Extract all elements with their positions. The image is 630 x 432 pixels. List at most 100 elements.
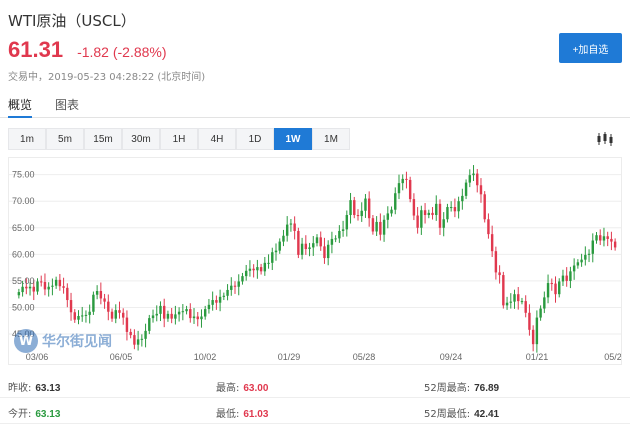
day-low: 最低: 61.03 bbox=[216, 409, 269, 420]
candle-body bbox=[584, 254, 587, 260]
candle-body bbox=[73, 312, 76, 320]
period-1w[interactable]: 1W bbox=[274, 128, 312, 150]
candle-body bbox=[449, 207, 453, 209]
candle-body bbox=[349, 200, 352, 216]
candle-body bbox=[278, 241, 281, 251]
candle-body bbox=[561, 275, 565, 282]
candle-body bbox=[498, 272, 501, 276]
candle-body bbox=[174, 314, 177, 319]
candle-body bbox=[326, 244, 330, 259]
candle-body bbox=[375, 221, 378, 232]
candle-body bbox=[558, 281, 561, 295]
candle-body bbox=[118, 310, 121, 313]
period-5m[interactable]: 5m bbox=[46, 128, 84, 150]
day-high: 最高: 63.00 bbox=[216, 383, 269, 394]
x-tick-label: 10/02 bbox=[194, 352, 217, 362]
candle-body bbox=[215, 300, 218, 303]
candle-body bbox=[159, 305, 162, 314]
period-15m[interactable]: 15m bbox=[84, 128, 122, 150]
price-row: 61.31 -1.82 (-2.88%) bbox=[8, 37, 167, 63]
candle-body bbox=[192, 316, 196, 319]
candle-body bbox=[84, 314, 88, 316]
candle-body bbox=[203, 309, 207, 317]
candle-body bbox=[140, 338, 144, 340]
candle-body bbox=[17, 292, 21, 296]
period-4h[interactable]: 4H bbox=[198, 128, 236, 150]
candle-body bbox=[233, 285, 237, 287]
candle-body bbox=[136, 339, 140, 345]
tab-chart[interactable]: 图表 bbox=[55, 98, 80, 112]
y-tick-label: 70.00 bbox=[12, 196, 35, 206]
candle-body bbox=[587, 253, 591, 255]
candle-body bbox=[442, 219, 445, 228]
candle-body bbox=[412, 199, 416, 216]
candle-body bbox=[77, 315, 80, 320]
candle-body bbox=[435, 203, 438, 216]
x-tick-label: 06/05 bbox=[110, 352, 133, 362]
price-change: -1.82 (-2.88%) bbox=[77, 44, 167, 60]
candle-body bbox=[334, 238, 337, 240]
candle-body bbox=[610, 238, 613, 242]
candle-body bbox=[185, 309, 188, 312]
candle-body bbox=[271, 252, 274, 263]
candle-body bbox=[289, 223, 293, 225]
open-price: 今开: 63.13 bbox=[8, 409, 61, 420]
candle-body bbox=[308, 247, 311, 250]
candle-body bbox=[520, 301, 524, 303]
candle-body bbox=[379, 221, 382, 235]
add-to-watchlist-button[interactable]: +加自选 bbox=[559, 33, 622, 63]
period-30m[interactable]: 30m bbox=[122, 128, 160, 150]
candle-body bbox=[338, 230, 341, 239]
candle-body bbox=[602, 236, 606, 241]
candle-body bbox=[259, 267, 263, 272]
tab-overview[interactable]: 概览 bbox=[8, 96, 33, 118]
candle-body bbox=[476, 173, 479, 186]
candle-body bbox=[99, 291, 103, 299]
candle-body bbox=[54, 279, 58, 286]
period-1d[interactable]: 1D bbox=[236, 128, 274, 150]
candle-body bbox=[256, 267, 259, 271]
last-price: 61.31 bbox=[8, 37, 64, 62]
prev-close: 昨收: 63.13 bbox=[8, 383, 61, 394]
candle-body bbox=[200, 316, 203, 320]
candle-body bbox=[494, 251, 498, 273]
candle-body bbox=[502, 275, 505, 306]
candle-body bbox=[62, 286, 65, 288]
candle-body bbox=[401, 178, 404, 184]
candle-body bbox=[110, 311, 114, 319]
candle-body bbox=[330, 238, 334, 245]
candle-body bbox=[125, 317, 129, 332]
candle-body bbox=[487, 219, 490, 235]
period-1mo[interactable]: 1M bbox=[312, 128, 350, 150]
candle-body bbox=[397, 183, 401, 194]
candle-body bbox=[189, 309, 192, 319]
candle-body bbox=[420, 210, 423, 228]
period-1h[interactable]: 1H bbox=[160, 128, 198, 150]
candle-body bbox=[58, 279, 62, 287]
candle-body bbox=[606, 236, 609, 239]
candle-body bbox=[32, 286, 35, 292]
candle-body bbox=[390, 209, 393, 214]
candle-body bbox=[438, 203, 442, 228]
candle-body bbox=[572, 265, 576, 272]
period-1m[interactable]: 1m bbox=[8, 128, 46, 150]
candle-body bbox=[531, 329, 535, 345]
price-chart[interactable]: 75.0070.0065.0060.0055.0050.0045.0003/06… bbox=[8, 157, 622, 365]
candle-body bbox=[267, 262, 270, 264]
candle-body bbox=[285, 224, 289, 236]
candle-body bbox=[505, 302, 509, 306]
candle-body bbox=[386, 213, 390, 220]
candlestick-icon[interactable] bbox=[596, 131, 614, 147]
candle-body bbox=[423, 210, 427, 216]
52w-high: 52周最高: 76.89 bbox=[424, 383, 500, 394]
trading-status: 交易中，2019-05-23 04:28:22 (北京时间) bbox=[8, 72, 206, 83]
candle-body bbox=[323, 246, 326, 259]
candle-body bbox=[144, 330, 147, 339]
candle-body bbox=[453, 207, 457, 212]
candle-body bbox=[554, 283, 557, 295]
candle-body bbox=[528, 312, 531, 330]
candle-body bbox=[580, 259, 583, 263]
candle-body bbox=[103, 298, 106, 302]
candle-body bbox=[263, 262, 267, 272]
watermark-text: 华尔街见闻 bbox=[42, 334, 112, 350]
